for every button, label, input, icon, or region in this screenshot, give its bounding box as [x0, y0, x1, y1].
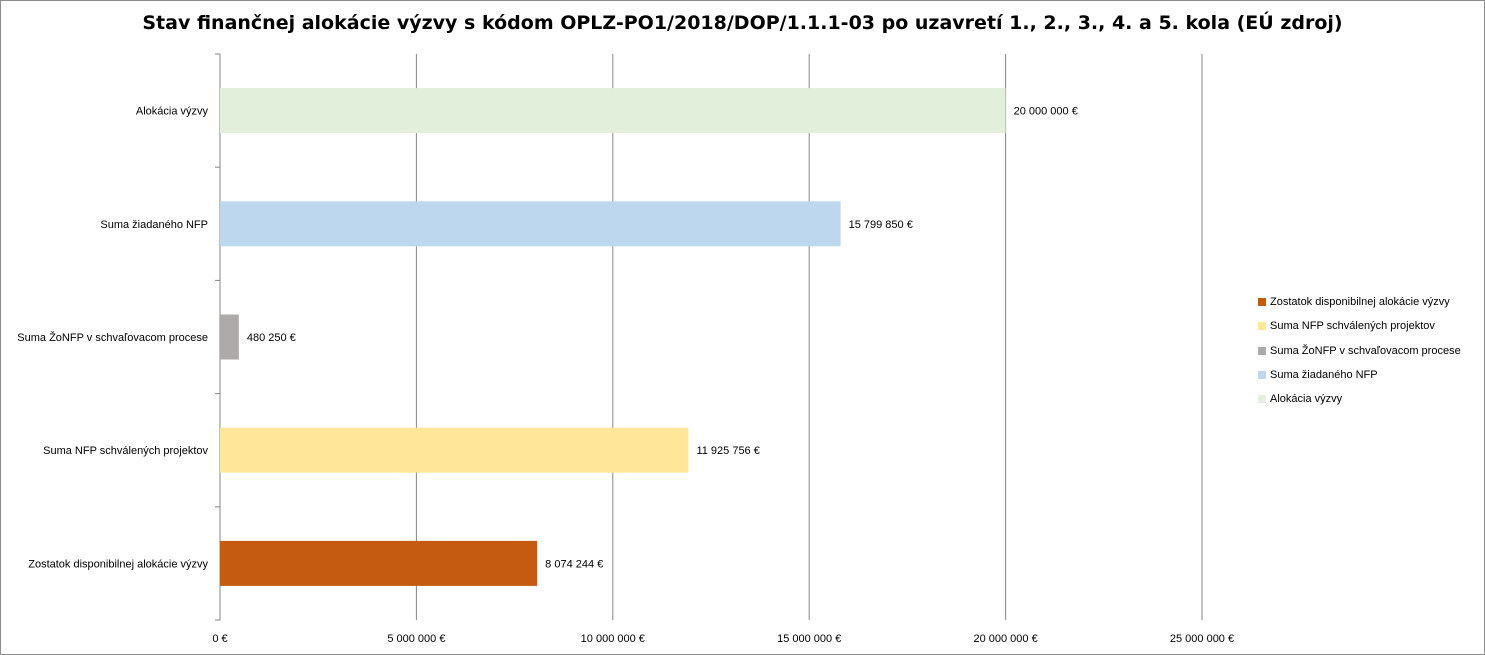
x-tick-label: 5 000 000 € [387, 633, 445, 645]
legend-label: Suma žiadaného NFP [1270, 369, 1378, 382]
x-tick-label: 20 000 000 € [973, 633, 1037, 645]
legend-label: Zostatok disponibilnej alokácie výzvy [1270, 296, 1450, 309]
data-label: 15 799 850 € [849, 219, 913, 231]
category-label: Suma ŽoNFP v schvaľovacom procese [17, 331, 208, 344]
x-tick-label: 25 000 000 € [1170, 633, 1234, 645]
legend-item: Suma žiadaného NFP [1258, 363, 1461, 387]
data-label: 11 925 756 € [696, 445, 759, 457]
data-label: 8 074 244 € [545, 558, 603, 570]
legend-item: Suma NFP schválených projektov [1258, 314, 1461, 338]
bar [220, 427, 689, 473]
legend-swatch [1258, 298, 1266, 307]
legend-swatch [1258, 371, 1266, 380]
bar [220, 540, 538, 586]
legend-item: Alokácia výzvy [1258, 387, 1461, 411]
bar [220, 314, 239, 360]
x-tick-label: 15 000 000 € [777, 633, 841, 645]
chart-title: Stav finančnej alokácie výzvy s kódom OP… [142, 12, 1343, 34]
category-label: Suma NFP schválených projektov [43, 445, 208, 457]
legend-label: Alokácia výzvy [1270, 393, 1343, 406]
legend-label: Suma ŽoNFP v schvaľovacom procese [1270, 344, 1461, 357]
legend-swatch [1258, 395, 1266, 404]
data-label: 20 000 000 € [1014, 106, 1078, 118]
chart-legend: Zostatok disponibilnej alokácie výzvy Sum… [1258, 290, 1461, 411]
legend-swatch [1258, 346, 1266, 355]
category-label: Suma žiadaného NFP [100, 219, 208, 231]
bar [220, 88, 1006, 134]
legend-item: Zostatok disponibilnej alokácie výzvy [1258, 290, 1461, 314]
legend-item: Suma ŽoNFP v schvaľovacom procese [1258, 339, 1461, 363]
x-tick-label: 10 000 000 € [581, 633, 645, 645]
legend-swatch [1258, 322, 1266, 331]
data-label: 480 250 € [247, 332, 296, 344]
legend-label: Suma NFP schválených projektov [1270, 320, 1435, 333]
bar [220, 201, 841, 247]
category-label: Alokácia výzvy [136, 106, 209, 118]
category-label: Zostatok disponibilnej alokácie výzvy [28, 558, 208, 570]
x-tick-label: 0 € [212, 633, 227, 645]
